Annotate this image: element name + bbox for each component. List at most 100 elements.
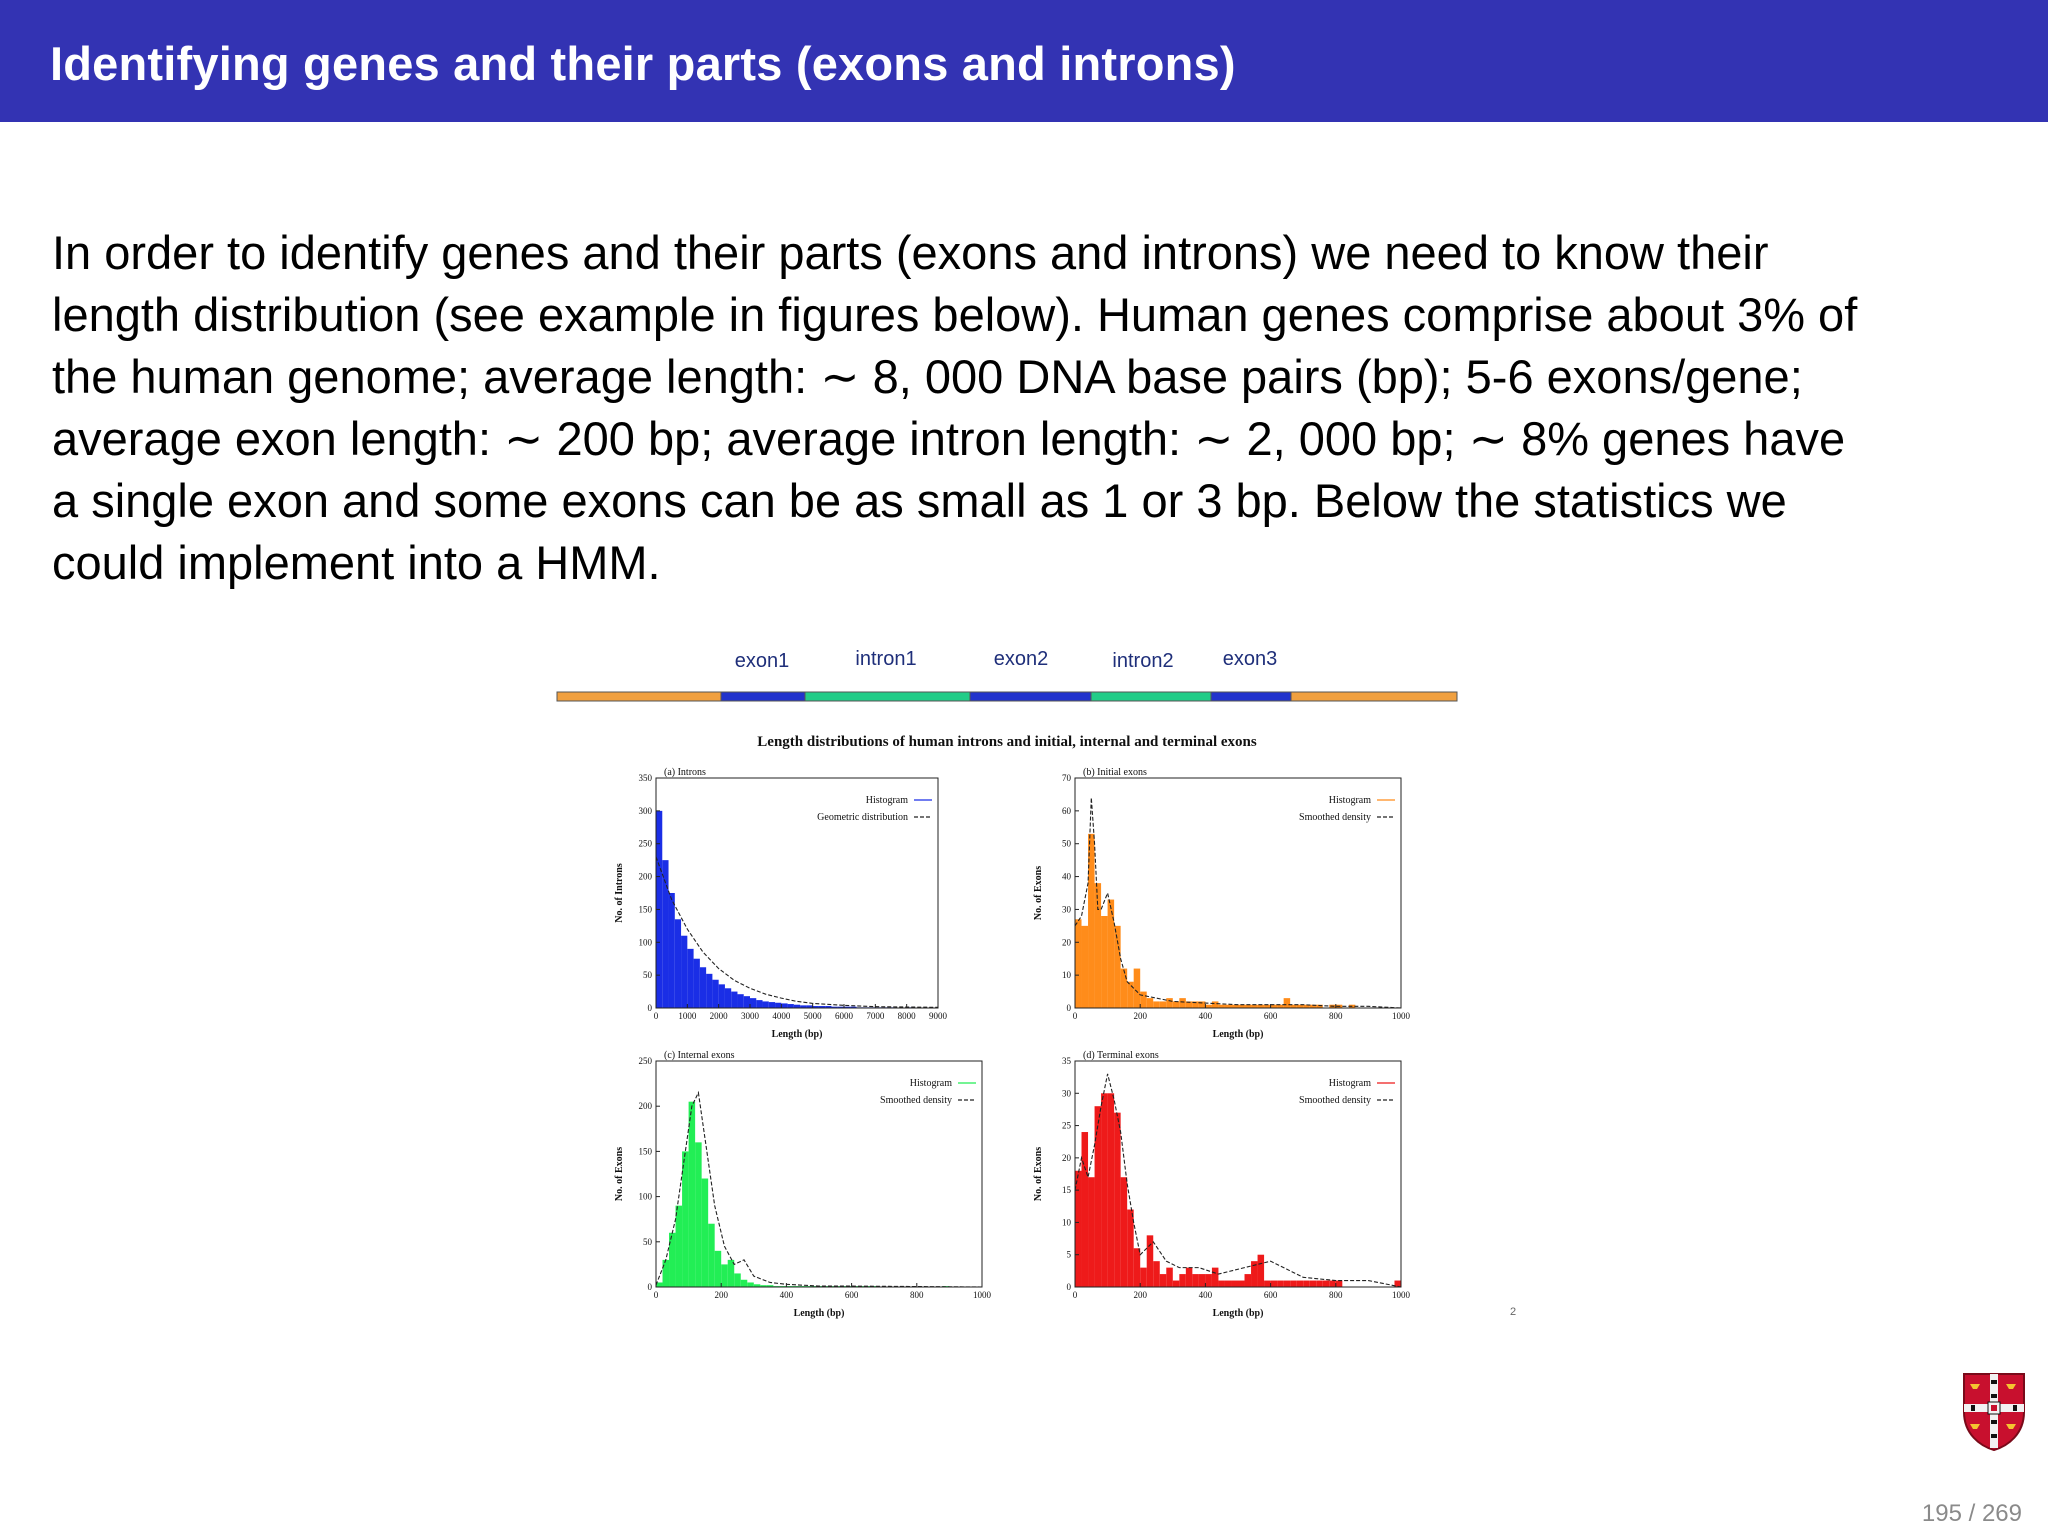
histogram-bar — [1224, 1004, 1232, 1008]
plot-frame — [1074, 777, 1402, 1009]
y-tick-label: 200 — [639, 872, 653, 882]
histogram-bar — [712, 979, 719, 1008]
gene-flank-right — [1290, 691, 1458, 702]
y-axis-label: No. of Exons — [1033, 1147, 1044, 1201]
x-tick-label: 1000 — [1392, 1011, 1411, 1021]
plot-frame — [1074, 1060, 1402, 1288]
histogram-bar — [1322, 1280, 1330, 1287]
histogram-bar — [1296, 1004, 1304, 1008]
histogram-bar — [699, 967, 707, 1008]
histogram-bar — [1101, 916, 1108, 1008]
x-tick-label: 600 — [845, 1290, 859, 1300]
panel-title: (a) Introns — [664, 767, 706, 778]
x-tick-label: 0 — [654, 1011, 659, 1021]
university-crest-logo — [1963, 1373, 2025, 1452]
histogram-bar — [681, 935, 688, 1008]
histogram-bar — [687, 948, 694, 1008]
histogram-bar — [1153, 1261, 1160, 1287]
histogram-bar — [1166, 998, 1173, 1008]
histogram-bar — [1107, 1093, 1115, 1287]
histogram-bar — [662, 1259, 670, 1287]
histogram-bar — [1198, 1274, 1206, 1287]
histogram-bar — [760, 1285, 767, 1287]
y-tick-label: 350 — [639, 773, 653, 783]
slide-title-bar: Identifying genes and their parts (exons… — [0, 0, 2048, 122]
y-tick-label: 0 — [648, 1003, 653, 1013]
histogram-bar — [1133, 1248, 1141, 1287]
histogram-bar — [1159, 1274, 1167, 1287]
y-tick-label: 30 — [1062, 1088, 1072, 1098]
histogram-bar — [1133, 968, 1141, 1008]
histogram-bar — [743, 996, 750, 1008]
histogram-bar — [731, 991, 738, 1008]
histogram-bar — [750, 998, 757, 1008]
legend-label: Histogram — [1329, 1078, 1371, 1089]
histogram-bar — [850, 1006, 857, 1008]
y-tick-label: 100 — [639, 937, 653, 947]
length-distribution-figure: exon1 intron1 exon2 intron2 exon3 Length… — [556, 648, 1516, 1319]
gene-segment-exon1 — [720, 691, 806, 702]
gene-label-intron1: intron1 — [855, 648, 916, 670]
y-axis-label: No. of Exons — [1033, 866, 1044, 920]
gene-segment-exon3 — [1210, 691, 1292, 702]
histogram-bar — [1257, 1254, 1265, 1287]
y-tick-label: 0 — [1067, 1003, 1072, 1013]
histogram-bar — [706, 973, 713, 1008]
x-tick-label: 1000 — [973, 1290, 992, 1300]
histogram-bar — [1264, 1004, 1271, 1008]
histogram-bar — [781, 1003, 788, 1008]
chart-panel: 0 50 100 150 200 250 0 200 400 600 800 1000 (c) Inte… — [614, 1050, 992, 1319]
histogram-bar — [1290, 1004, 1297, 1008]
histogram-bar — [1329, 1280, 1336, 1287]
body-line: In order to identify genes and their par… — [52, 226, 1769, 279]
histogram-bar — [793, 1004, 801, 1008]
y-tick-label: 15 — [1062, 1185, 1072, 1195]
histogram-bar — [1179, 1274, 1186, 1287]
gene-structure-diagram: exon1 intron1 exon2 intron2 exon3 — [556, 648, 1458, 702]
y-tick-label: 25 — [1062, 1121, 1072, 1131]
gene-label-intron2: intron2 — [1112, 650, 1173, 672]
figure-footnote: 2 — [1510, 1306, 1516, 1318]
x-tick-label: 200 — [714, 1290, 728, 1300]
x-tick-label: 800 — [1329, 1290, 1343, 1300]
histogram-bar — [762, 1001, 769, 1008]
gene-segment-intron1 — [804, 691, 971, 702]
histogram-bar — [1211, 1001, 1219, 1008]
histogram-bar — [756, 1000, 763, 1008]
histogram-bar — [1146, 998, 1154, 1008]
chart-panel: 0 50 100 150 200 250 300 350 0 1000 2000 3000 4000 50… — [614, 767, 948, 1040]
histogram-bar — [825, 1006, 832, 1008]
y-tick-label: 10 — [1062, 970, 1072, 980]
histogram-bar — [1185, 1001, 1193, 1008]
x-tick-label: 400 — [1199, 1290, 1213, 1300]
x-axis-label: Length (bp) — [1213, 1029, 1264, 1040]
histogram-bar — [1166, 1267, 1173, 1287]
density-curve — [1074, 797, 1402, 1009]
histogram-bar — [787, 1004, 794, 1008]
histogram-bar — [721, 1264, 728, 1287]
x-tick-label: 5000 — [804, 1011, 823, 1021]
histogram-bar — [1224, 1280, 1232, 1287]
histogram-bar — [1205, 1004, 1212, 1008]
histogram-bar — [727, 1259, 735, 1287]
y-tick-label: 100 — [639, 1192, 653, 1202]
y-tick-label: 10 — [1062, 1217, 1072, 1227]
histogram-bar — [1303, 1004, 1310, 1008]
histogram-bar — [701, 1178, 709, 1287]
histogram-bar — [1277, 1280, 1284, 1287]
x-tick-label: 8000 — [898, 1011, 917, 1021]
histogram-bar — [1335, 1280, 1343, 1287]
gene-flank-left — [556, 691, 722, 702]
histogram-bar — [1185, 1267, 1193, 1287]
histogram-bar — [1159, 1001, 1167, 1008]
panel-title: (c) Internal exons — [664, 1050, 735, 1061]
histogram-bar — [1218, 1280, 1225, 1287]
x-tick-label: 800 — [910, 1290, 924, 1300]
panel-title: (b) Initial exons — [1083, 767, 1147, 778]
slide-title: Identifying genes and their parts (exons… — [50, 37, 1236, 90]
histogram-bar — [1238, 1280, 1245, 1287]
histogram-bar — [1081, 925, 1089, 1008]
x-axis-label: Length (bp) — [794, 1308, 845, 1319]
y-tick-label: 20 — [1062, 1153, 1072, 1163]
